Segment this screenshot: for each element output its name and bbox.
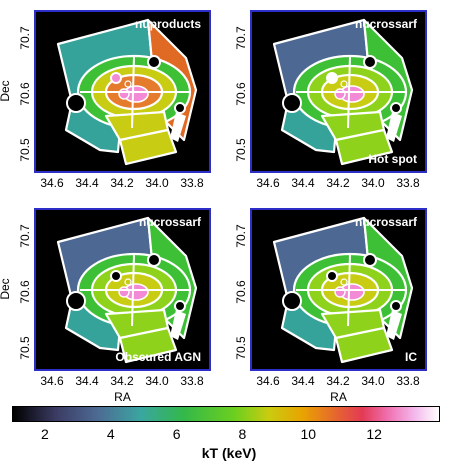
colorbar-tick-label: 4: [106, 426, 115, 442]
x-axis-label: RA: [114, 390, 131, 404]
x-tick-label: 34.4: [291, 176, 315, 190]
y-tick-label: 70.7: [18, 224, 32, 248]
x-tick-label: 34.6: [40, 176, 64, 190]
temperature-map: nuproducts: [34, 10, 211, 173]
panel-title: nuproducts: [135, 17, 201, 31]
temperature-map: nucrossarf IC: [250, 208, 427, 371]
map-panel-1: nuproducts 34.6 34.4 34.2 34.0 33.8 70.7 70.6 70…: [0, 10, 211, 190]
x-tick-label: 34.0: [145, 176, 169, 190]
x-tick-label: 33.8: [396, 374, 420, 388]
y-tick-label: 70.6: [18, 280, 32, 304]
colorbar-tick-label: 8: [238, 426, 247, 442]
colorbar: [12, 406, 440, 422]
x-tick-label: 34.2: [110, 176, 134, 190]
y-tick-label: 70.6: [18, 82, 32, 106]
panel-title: nucrossarf: [354, 17, 417, 31]
x-tick-label: 33.8: [180, 374, 204, 388]
x-tick-label: 34.4: [75, 374, 99, 388]
x-tick-label: 34.2: [326, 176, 350, 190]
region-shapes: [272, 18, 414, 166]
region-shapes: [56, 18, 198, 166]
panel-title: nucrossarf: [354, 215, 417, 229]
region-shapes: [56, 216, 198, 364]
x-tick-label: 34.2: [326, 374, 350, 388]
y-axis-label: Dec: [0, 79, 12, 102]
y-tick-label: 70.7: [18, 26, 32, 50]
y-tick-label: 70.5: [234, 336, 248, 360]
region-shapes: [272, 216, 414, 364]
panel-sublabel: Hot spot: [368, 152, 417, 166]
x-tick-label: 34.0: [361, 176, 385, 190]
colorbar-tick-label: 12: [366, 426, 382, 442]
y-tick-label: 70.6: [234, 82, 248, 106]
x-tick-label: 33.8: [396, 176, 420, 190]
x-axis-label: RA: [330, 390, 347, 404]
panel-sublabel: Obscured AGN: [115, 350, 201, 364]
y-tick-label: 70.6: [234, 280, 248, 304]
panel-title: nucrossarf: [138, 215, 201, 229]
x-tick-label: 34.2: [110, 374, 134, 388]
panel-sublabel: IC: [405, 350, 417, 364]
y-tick-label: 70.5: [18, 336, 32, 360]
map-panel-3: nucrossarf Obscured AGN 34.6 34.4 34.2 34.0 33…: [0, 208, 211, 404]
temperature-map: nucrossarf Hot spot: [250, 10, 427, 173]
colorbar-tick-label: 2: [41, 426, 49, 442]
x-tick-label: 34.4: [291, 374, 315, 388]
colorbar-label: kT (keV): [201, 445, 257, 461]
x-tick-label: 34.0: [145, 374, 169, 388]
x-tick-label: 34.6: [256, 176, 280, 190]
x-tick-label: 34.6: [256, 374, 280, 388]
map-panel-2: nucrossarf Hot spot 34.6 34.4 34.2 34.0 33.8 70…: [234, 10, 427, 190]
map-panel-4: nucrossarf IC 34.6 34.4 34.2 34.0 33.8 70.7 70.6…: [234, 208, 427, 404]
y-tick-label: 70.5: [234, 138, 248, 162]
y-axis-label: Dec: [0, 277, 12, 300]
x-tick-label: 34.4: [75, 176, 99, 190]
y-tick-label: 70.5: [18, 138, 32, 162]
x-tick-label: 34.6: [40, 374, 64, 388]
y-tick-label: 70.7: [234, 224, 248, 248]
x-tick-label: 33.8: [180, 176, 204, 190]
y-tick-label: 70.7: [234, 26, 248, 50]
colorbar-tick-label: 6: [172, 426, 181, 442]
x-tick-label: 34.0: [361, 374, 385, 388]
colorbar-tick-label: 10: [300, 426, 317, 442]
temperature-map: nucrossarf Obscured AGN: [34, 208, 211, 371]
